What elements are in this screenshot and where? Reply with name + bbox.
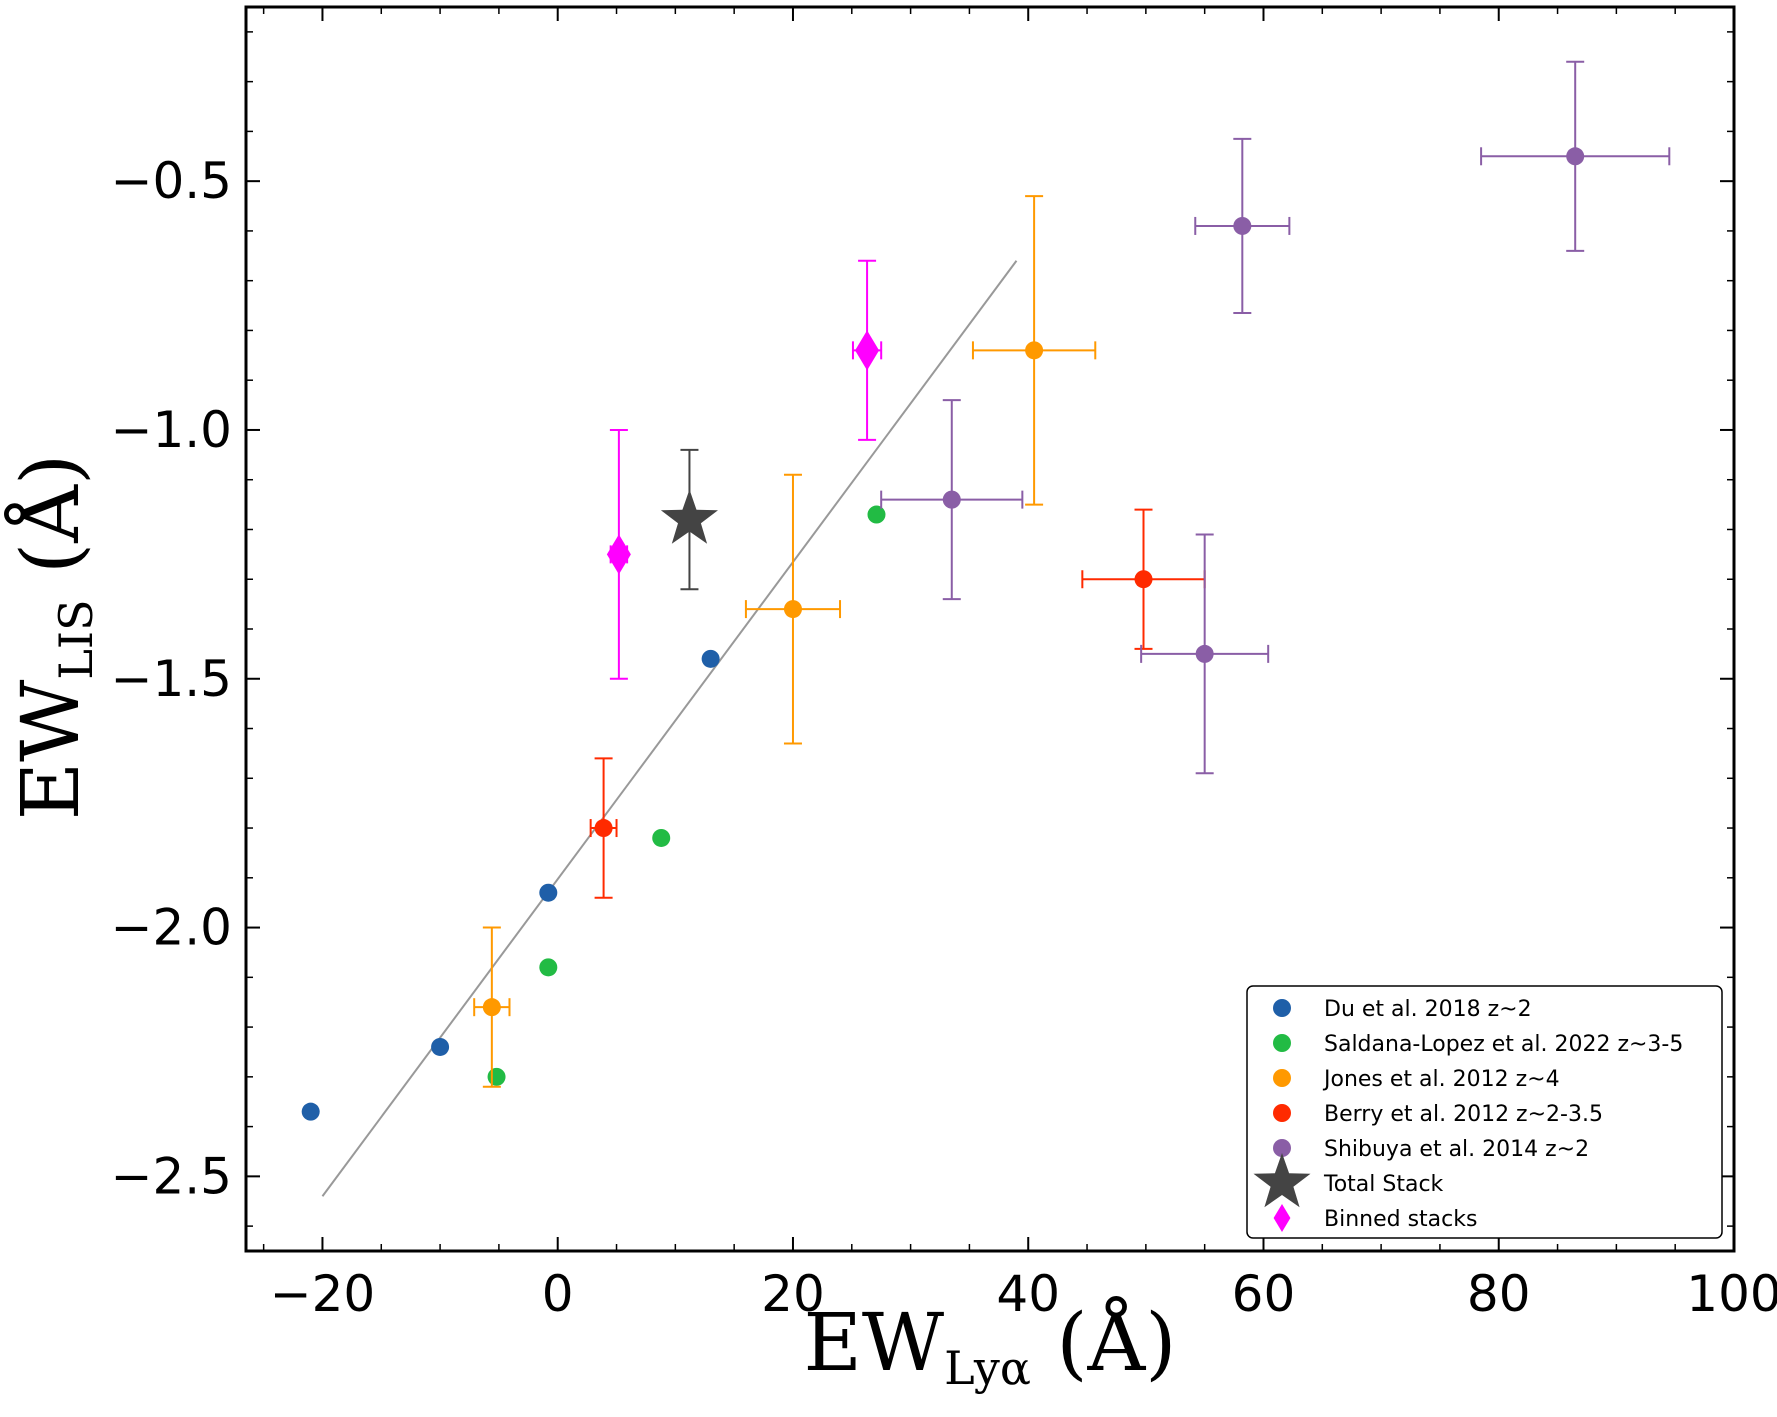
series-2-point-2-marker <box>1025 341 1044 360</box>
legend-label-6: Binned stacks <box>1324 1207 1477 1232</box>
y-axis-label-subscript: LIS <box>49 599 103 679</box>
series-1-point-1-marker <box>539 958 558 977</box>
y-axis-label-main: EW <box>4 680 97 821</box>
series-4-point-2-marker <box>1233 216 1252 235</box>
legend-marker-6 <box>1273 1204 1291 1232</box>
legend-label-2: Jones et al. 2012 z~4 <box>1322 1067 1560 1092</box>
y-tick-label: −1.5 <box>111 650 232 708</box>
series-2 <box>473 195 1097 1088</box>
legend-label-1: Saldana-Lopez et al. 2022 z~3-5 <box>1324 1032 1683 1057</box>
legend-marker-4 <box>1273 1139 1291 1157</box>
x-axis-label-unit: (Å) <box>1031 1295 1177 1389</box>
x-tick-label: 20 <box>761 1265 825 1323</box>
legend-entry-4: Shibuya et al. 2014 z~2 <box>1273 1137 1589 1162</box>
legend-label-0: Du et al. 2018 z~2 <box>1324 997 1532 1022</box>
legend-marker-1 <box>1273 1034 1291 1052</box>
y-tick-label: −2.0 <box>111 899 232 957</box>
series-4-point-1-marker <box>1195 644 1214 663</box>
data-points-layer <box>301 60 1671 1121</box>
legend: Du et al. 2018 z~2 Saldana-Lopez et al. 2… <box>1246 985 1723 1239</box>
x-axis-label: EWLyα (Å) <box>803 1295 1176 1395</box>
y-axis-label-unit: (Å) <box>3 454 97 600</box>
legend-entry-0: Du et al. 2018 z~2 <box>1273 997 1532 1022</box>
series-6-point-1-marker <box>855 330 880 371</box>
x-tick-label: 100 <box>1686 1265 1777 1323</box>
series-4 <box>880 60 1671 775</box>
x-tick-label: 60 <box>1232 1265 1296 1323</box>
series-5-point-0-marker <box>660 489 718 544</box>
series-2-point-0-marker <box>482 998 501 1017</box>
series-2-point-1-marker <box>783 600 802 619</box>
y-axis-label: EWLIS (Å) <box>3 454 103 820</box>
x-tick-label: 0 <box>542 1265 574 1323</box>
series-1-point-0-marker <box>487 1067 506 1086</box>
series-6-point-0-marker <box>606 534 631 575</box>
series-5 <box>660 448 718 591</box>
series-3-point-1-marker <box>1134 570 1153 589</box>
series-6 <box>606 259 883 680</box>
series-0-point-0-marker <box>301 1102 320 1121</box>
legend-marker-2 <box>1273 1069 1291 1087</box>
legend-label-3: Berry et al. 2012 z~2-3.5 <box>1324 1102 1603 1127</box>
series-0-point-3-marker <box>701 649 720 668</box>
legend-marker-3 <box>1273 1104 1291 1122</box>
legend-box <box>1246 985 1723 1239</box>
legend-entry-2: Jones et al. 2012 z~4 <box>1273 1067 1560 1092</box>
series-1-point-2-marker <box>652 828 671 847</box>
legend-marker-0 <box>1273 999 1291 1017</box>
y-tick-label: −1.0 <box>111 401 232 459</box>
series-0-point-1-marker <box>431 1037 450 1056</box>
legend-entry-3: Berry et al. 2012 z~2-3.5 <box>1273 1102 1603 1127</box>
series-1-point-3-marker <box>867 505 886 524</box>
y-tick-label: −0.5 <box>111 152 232 210</box>
x-axis-label-subscript: Lyα <box>944 1341 1031 1395</box>
y-tick-label: −2.5 <box>111 1147 232 1205</box>
legend-entry-6: Binned stacks <box>1273 1204 1477 1232</box>
series-4-point-3-marker <box>1566 147 1585 166</box>
x-tick-label: 80 <box>1467 1265 1531 1323</box>
axes-layer: −20 0 20 40 60 80 100−2.5−2.0−1.5−1.0−0.5EWLyα… <box>3 5 1777 1395</box>
series-3-point-0-marker <box>594 819 613 838</box>
legend-entry-1: Saldana-Lopez et al. 2022 z~3-5 <box>1273 1032 1683 1057</box>
legend-entry-5: Total Stack <box>1253 1153 1444 1208</box>
series-0-point-2-marker <box>539 883 558 902</box>
series-4-point-0-marker <box>942 490 961 509</box>
x-axis-label-main: EW <box>803 1296 944 1389</box>
legend-label-5: Total Stack <box>1323 1172 1444 1197</box>
legend-marker-5 <box>1253 1153 1311 1208</box>
x-tick-label: −20 <box>270 1265 376 1323</box>
series-0 <box>301 649 720 1121</box>
x-tick-label: 40 <box>996 1265 1060 1323</box>
legend-label-4: Shibuya et al. 2014 z~2 <box>1324 1137 1589 1162</box>
